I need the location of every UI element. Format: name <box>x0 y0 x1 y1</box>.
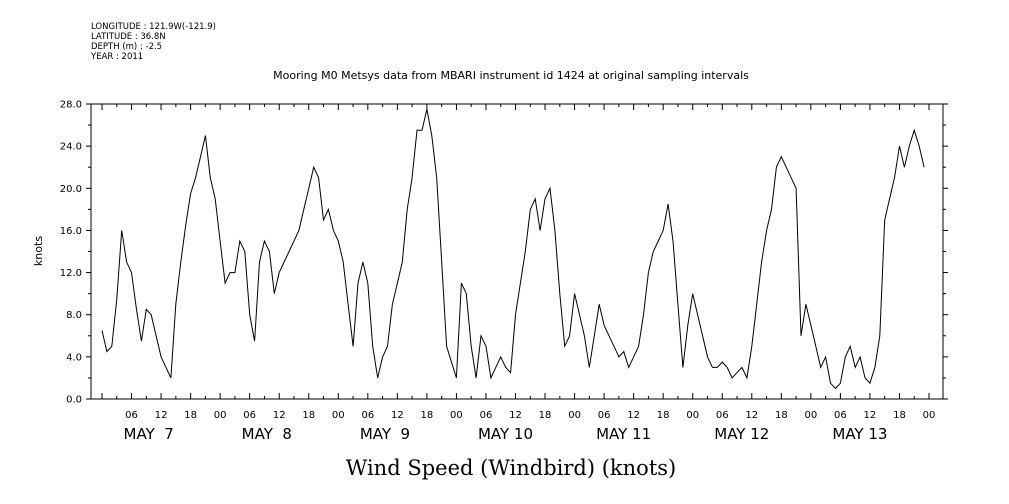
y-tick-label: 24.0 <box>60 142 82 153</box>
x-day-label: MAY 7 <box>124 425 174 443</box>
x-tick-label: 00 <box>332 410 345 421</box>
wind-speed-line <box>101 109 925 390</box>
x-tick-label: 12 <box>745 410 758 421</box>
x-tick-label: 00 <box>568 410 581 421</box>
year-label: YEAR : 2011 <box>91 52 144 62</box>
y-tick-label: 4.0 <box>66 352 82 363</box>
x-day-label: MAY 12 <box>714 425 769 443</box>
x-day-label: MAY 11 <box>596 425 651 443</box>
y-tick-label: 12.0 <box>60 268 82 279</box>
x-tick-label: 18 <box>184 410 197 421</box>
x-tick-label: 06 <box>361 410 374 421</box>
x-tick-label: 06 <box>480 410 493 421</box>
x-day-label: MAY 8 <box>242 425 292 443</box>
x-day-label: MAY 10 <box>478 425 533 443</box>
x-tick-label: 00 <box>923 410 936 421</box>
plot-frame <box>90 103 944 400</box>
x-tick-label: 00 <box>450 410 463 421</box>
y-tick-label: 20.0 <box>60 184 82 195</box>
x-tick-label: 12 <box>273 410 286 421</box>
x-tick-label: 12 <box>864 410 877 421</box>
y-tick-label: 16.0 <box>60 226 82 237</box>
x-tick-label: 12 <box>155 410 168 421</box>
x-axis-label: Wind Speed (Windbird) (knots) <box>346 456 676 480</box>
x-tick-label: 06 <box>125 410 138 421</box>
chart-title: Mooring M0 Metsys data from MBARI instru… <box>273 69 749 82</box>
depth-label: DEPTH (m) : -2.5 <box>91 42 163 52</box>
x-tick-label: 18 <box>421 410 434 421</box>
y-tick-label: 8.0 <box>66 310 82 321</box>
x-tick-label: 18 <box>302 410 315 421</box>
x-day-label: MAY 9 <box>360 425 410 443</box>
x-tick-label: 18 <box>539 410 552 421</box>
x-tick-label: 00 <box>214 410 227 421</box>
x-tick-label: 06 <box>716 410 729 421</box>
x-day-label: MAY 13 <box>832 425 887 443</box>
y-tick-label: 28.0 <box>60 100 82 111</box>
latitude-label: LATITUDE : 36.8N <box>91 32 166 42</box>
x-tick-label: 06 <box>834 410 847 421</box>
x-tick-label: 18 <box>893 410 906 421</box>
x-tick-label: 12 <box>391 410 404 421</box>
x-tick-label: 00 <box>686 410 699 421</box>
x-tick-label: 06 <box>243 410 256 421</box>
longitude-label: LONGITUDE : 121.9W(-121.9) <box>91 22 216 32</box>
x-tick-label: 06 <box>598 410 611 421</box>
x-tick-label: 12 <box>509 410 522 421</box>
station-metadata: LONGITUDE : 121.9W(-121.9) LATITUDE : 36… <box>91 22 216 62</box>
x-tick-label: 00 <box>804 410 817 421</box>
x-tick-label: 18 <box>775 410 788 421</box>
x-tick-label: 12 <box>627 410 640 421</box>
y-axis-label: knots <box>32 236 45 266</box>
y-tick-label: 0.0 <box>66 395 82 406</box>
x-tick-label: 18 <box>657 410 670 421</box>
